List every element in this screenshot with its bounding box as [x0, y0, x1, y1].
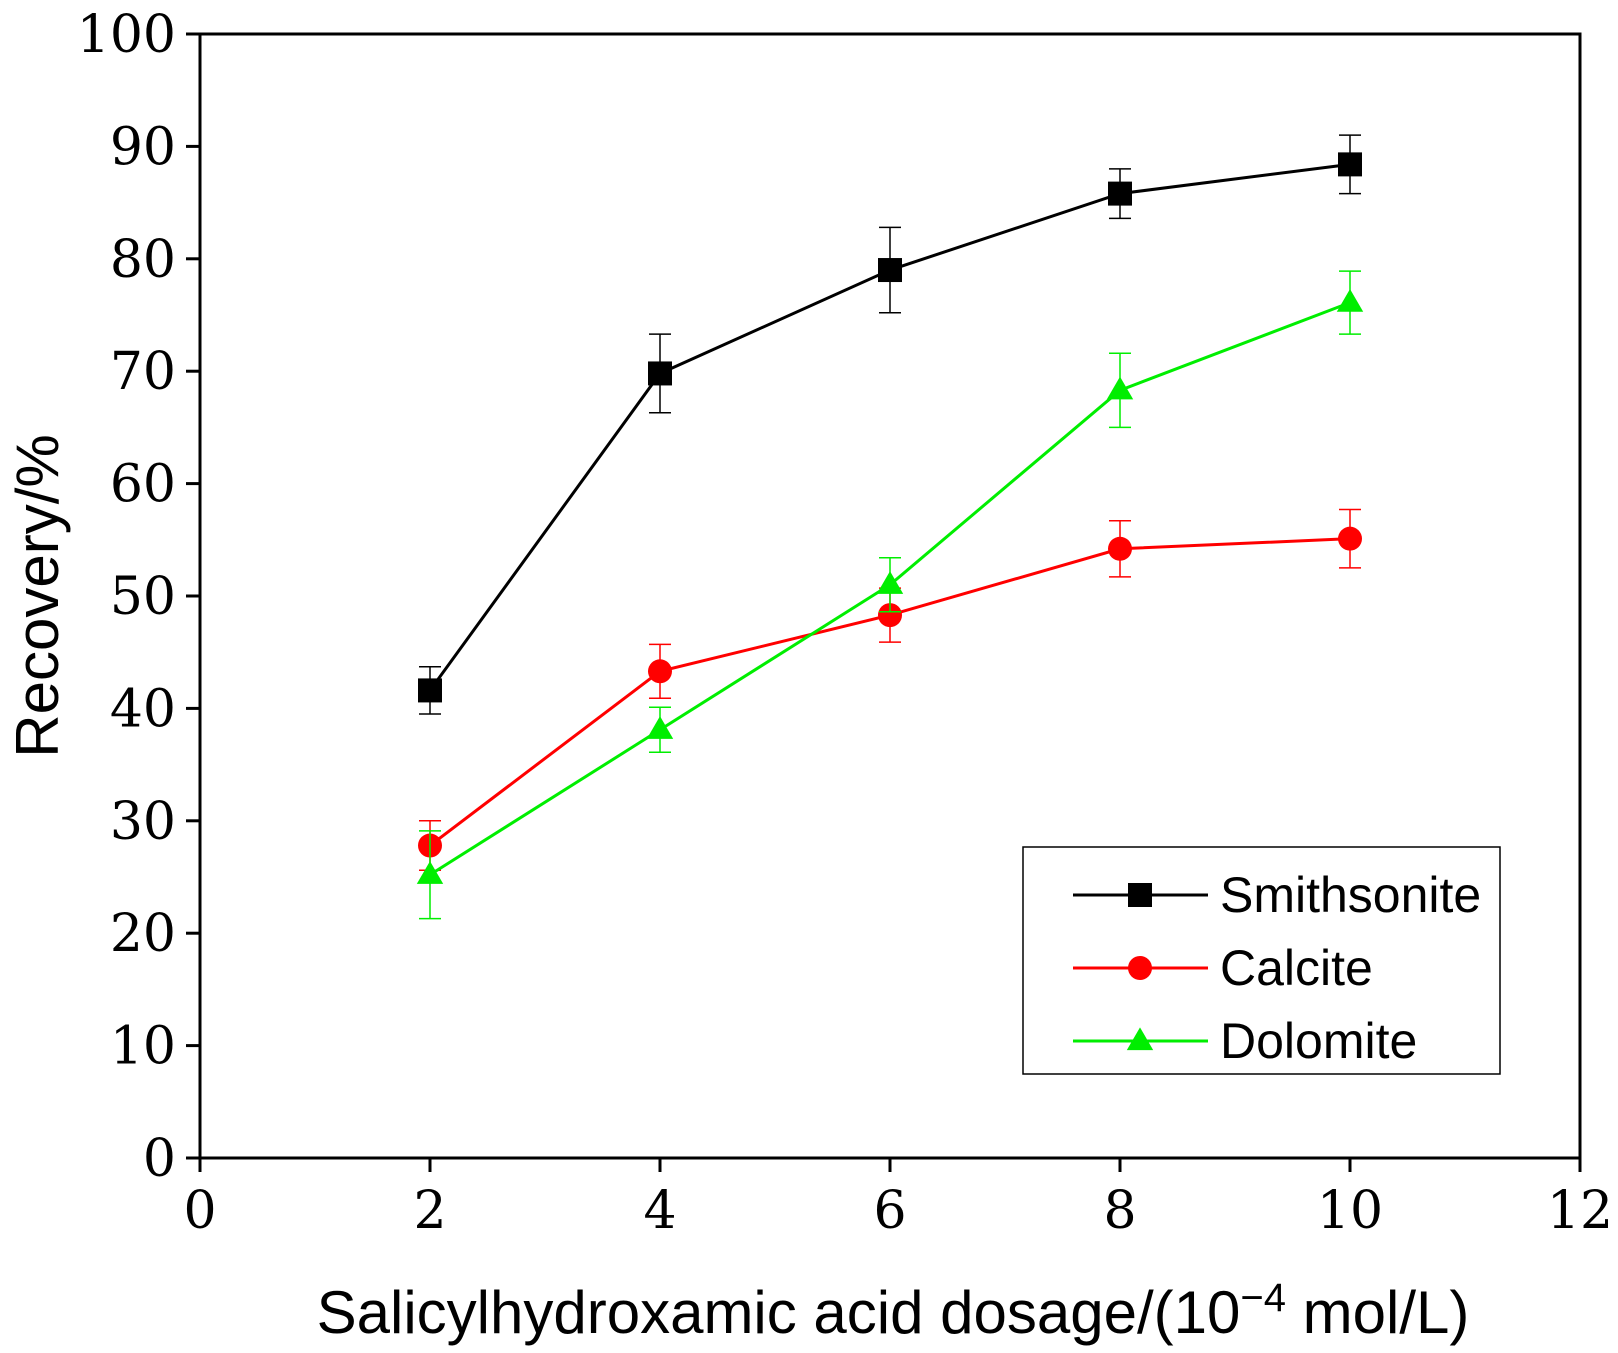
y-tick-label: 10 — [110, 1017, 176, 1077]
series-smithsonite — [418, 134, 1362, 715]
x-tick-label: 12 — [1547, 1181, 1613, 1241]
legend-box — [1022, 846, 1501, 1075]
x-tick-label: 2 — [413, 1181, 446, 1241]
data-point — [1338, 152, 1362, 177]
y-tick-label: 40 — [110, 679, 176, 739]
legend-marker — [1128, 883, 1152, 907]
y-tick-label: 50 — [110, 567, 176, 627]
legend-item-calcite: Calcite — [1073, 940, 1373, 996]
data-point — [646, 716, 674, 739]
y-tick-label: 80 — [110, 230, 176, 290]
legend: Smithsonite Calcite Dolomite — [1022, 846, 1501, 1075]
y-tick-label: 100 — [77, 5, 176, 65]
x-axis-title-tail: mol/L) — [1286, 1279, 1469, 1346]
legend-item-dolomite: Dolomite — [1073, 1013, 1417, 1069]
data-point — [648, 361, 672, 386]
data-point — [1336, 288, 1364, 312]
legend-label: Smithsonite — [1220, 867, 1481, 923]
x-tick-label: 0 — [183, 1181, 216, 1241]
y-tick-label: 70 — [110, 342, 176, 402]
plot-area — [416, 134, 1364, 920]
legend-marker — [1128, 956, 1152, 980]
x-tick-label: 8 — [1103, 1181, 1136, 1241]
data-point — [1108, 181, 1132, 206]
x-axis-title: Salicylhydroxamic acid dosage/(10−4 mol/… — [317, 1276, 1470, 1346]
series-calcite — [418, 508, 1362, 872]
legend-item-smithsonite: Smithsonite — [1073, 867, 1481, 923]
y-tick-label: 30 — [110, 792, 176, 852]
y-tick-label: 20 — [110, 904, 176, 964]
data-point — [416, 861, 444, 884]
y-tick-label: 0 — [143, 1129, 176, 1189]
x-tick-label: 4 — [643, 1181, 676, 1241]
y-tick-label: 60 — [110, 455, 176, 515]
x-axis: 0 2 4 6 8 10 12 — [183, 1158, 1613, 1241]
legend-label: Calcite — [1220, 940, 1373, 996]
x-tick-label: 10 — [1317, 1181, 1383, 1241]
data-point — [876, 571, 904, 594]
y-axis-title: Recovery/% — [4, 434, 71, 757]
legend-label: Dolomite — [1220, 1013, 1417, 1069]
data-point — [418, 678, 442, 703]
data-point — [878, 258, 902, 283]
series-dolomite — [416, 270, 1364, 920]
x-tick-label: 6 — [873, 1181, 906, 1241]
y-tick-label: 90 — [110, 117, 176, 177]
x-axis-title-exponent: −4 — [1240, 1276, 1286, 1320]
y-axis: 0 10 20 30 40 50 60 70 80 90 100 — [77, 5, 200, 1189]
data-point — [1106, 376, 1134, 400]
data-point — [1338, 526, 1362, 551]
x-axis-title-main: Salicylhydroxamic acid dosage/(10 — [317, 1279, 1241, 1346]
data-point — [878, 603, 902, 628]
legend-marker — [1126, 1027, 1154, 1051]
data-point — [1108, 536, 1132, 561]
data-point — [648, 659, 672, 684]
